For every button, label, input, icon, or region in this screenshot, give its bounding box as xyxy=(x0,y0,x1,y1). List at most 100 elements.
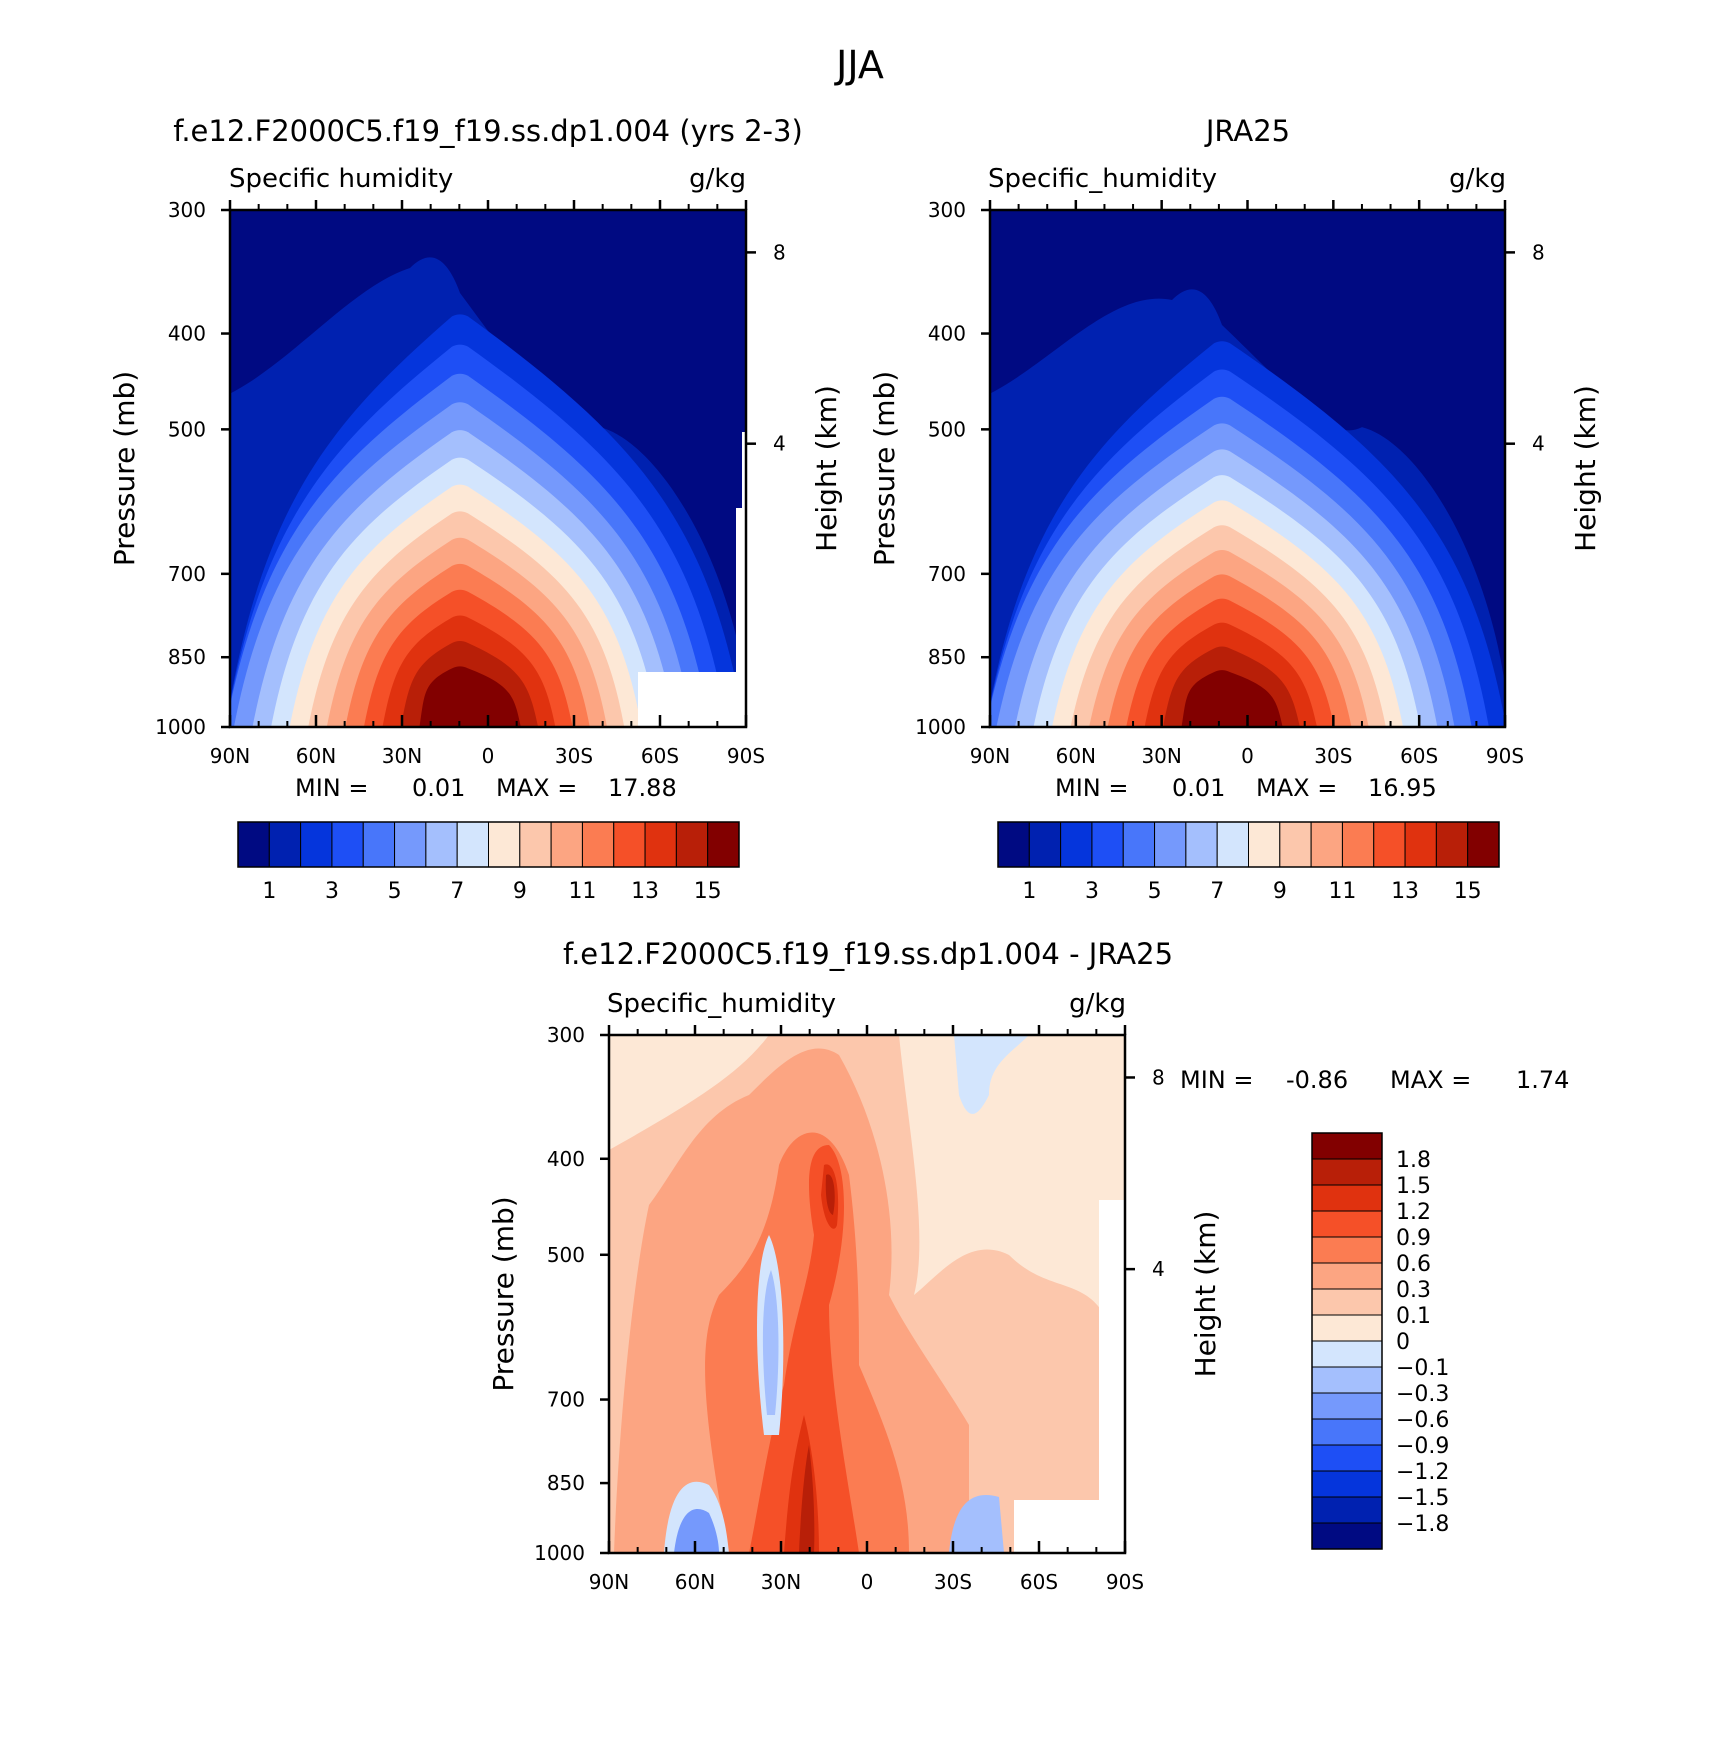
lat-tick-label: 30N xyxy=(1141,744,1181,768)
panel-model-min-value: 0.01 xyxy=(412,774,465,802)
colorbar-box-11 xyxy=(1341,821,1375,868)
diff-colorbar-box-1 xyxy=(1311,1158,1383,1186)
missing-data-region xyxy=(638,432,746,727)
colorbar-label: 3 xyxy=(1085,879,1099,904)
lat-tick-label: 90N xyxy=(970,744,1010,768)
colorbar-box-2 xyxy=(300,821,333,868)
colorbar-label: 13 xyxy=(1391,879,1419,904)
diff-colorbar-box-0 xyxy=(1311,1132,1383,1160)
colorbar-box-4 xyxy=(1122,821,1156,868)
diff-colorbar-box-9 xyxy=(1311,1366,1383,1394)
panel-diff-units: g/kg xyxy=(1069,989,1126,1019)
panel-obs-title: JRA25 xyxy=(1204,114,1290,148)
diff-colorbar-label: −0.9 xyxy=(1396,1434,1449,1459)
panel-model-title: f.e12.F2000C5.f19_f19.ss.dp1.004 (yrs 2-… xyxy=(173,114,803,148)
diff-band-1.2 xyxy=(784,1164,839,1553)
panel-model-contours xyxy=(230,210,746,727)
panel-obs-max-label: MAX = xyxy=(1256,774,1337,802)
colorbar-box-5 xyxy=(394,821,427,868)
panel-obs-units: g/kg xyxy=(1449,164,1506,194)
diff-colorbar-frame xyxy=(1311,1132,1383,1550)
colorbar-box-14 xyxy=(1435,821,1469,868)
panel-diff-contours xyxy=(609,1035,1125,1553)
missing-data-region xyxy=(736,508,746,727)
diff-colorbar-box-3 xyxy=(1311,1210,1383,1238)
diff-colorbar-box-10 xyxy=(1311,1392,1383,1420)
colorbar-label: 1 xyxy=(1022,879,1036,904)
diff-colorbar-box-15 xyxy=(1311,1522,1383,1550)
colorbar-label: 9 xyxy=(513,879,527,904)
colorbar-label: 1 xyxy=(262,879,276,904)
colorbar-label: 7 xyxy=(1210,879,1224,904)
y2-axis-label: Height (km) xyxy=(1189,1211,1222,1378)
panel-obs-contours xyxy=(990,210,1505,727)
lat-tick-label: 30S xyxy=(1314,744,1352,768)
colorbar-box-0 xyxy=(237,821,270,868)
colorbar-box-12 xyxy=(1373,821,1406,868)
lat-tick-label: 60S xyxy=(1020,1570,1058,1594)
diff-colorbar-label: −0.3 xyxy=(1396,1382,1449,1407)
panel-model-colorbar: 1 3 5 7 9 11 13 15 xyxy=(237,821,740,904)
pressure-tick-label: 700 xyxy=(547,1388,585,1412)
diff-colorbar-box-13 xyxy=(1311,1470,1383,1498)
colorbar-box-3 xyxy=(331,821,364,868)
pressure-tick-label: 500 xyxy=(928,417,966,441)
height-tick-label: 4 xyxy=(1532,432,1545,456)
panel-diff-colorbar: 1.81.51.20.90.60.30.10−0.1−0.3−0.6−0.9−1… xyxy=(1311,1132,1449,1550)
colorbar-box-15 xyxy=(707,821,740,868)
colorbar-label: 3 xyxy=(325,879,339,904)
missing-data-region xyxy=(1014,1200,1125,1553)
diff-colorbar-label: 1.2 xyxy=(1396,1200,1431,1225)
lat-tick-label: 30N xyxy=(761,1570,801,1594)
diff-colorbar-box-5 xyxy=(1311,1262,1383,1290)
diff-band-0.9 xyxy=(749,1145,859,1553)
lat-tick-label: 60S xyxy=(641,744,679,768)
panel-obs-colorbar: 1 3 5 7 9 11 13 15 xyxy=(997,821,1500,904)
colorbar-box-9 xyxy=(1279,821,1312,868)
diff-band-neg-top xyxy=(954,1035,1029,1114)
panel-diff-min-label: MIN = xyxy=(1180,1066,1253,1094)
lat-tick-label: 90S xyxy=(727,744,765,768)
pressure-tick-label: 400 xyxy=(168,322,206,346)
colorbar-box-14 xyxy=(675,821,709,868)
panel-diff-variable: Specific_humidity xyxy=(607,989,836,1019)
lat-tick-label: 60N xyxy=(296,744,336,768)
lat-tick-label: 90S xyxy=(1486,744,1524,768)
panel-obs-axes: 300 400 500 700 850 1000 8 4 90N 60N 30N 0 30S 60S 90S… xyxy=(868,198,1602,768)
lat-tick-label: 0 xyxy=(861,1570,874,1594)
colorbar-box-4 xyxy=(362,821,396,868)
diff-colorbar-box-14 xyxy=(1311,1496,1383,1524)
y-axis-label: Pressure (mb) xyxy=(108,371,141,566)
colorbar-label: 15 xyxy=(1454,879,1482,904)
diff-colorbar-label: −0.6 xyxy=(1396,1408,1449,1433)
lat-tick-label: 60N xyxy=(675,1570,715,1594)
colorbar-box-0 xyxy=(997,821,1030,868)
panel-obs-max-value: 16.95 xyxy=(1368,774,1437,802)
lat-tick-label: 0 xyxy=(1241,744,1254,768)
colorbar-frame xyxy=(237,821,740,868)
diff-colorbar-label: 0.1 xyxy=(1396,1304,1431,1329)
pressure-tick-label: 400 xyxy=(928,322,966,346)
panel-diff-title: f.e12.F2000C5.f19_f19.ss.dp1.004 - JRA25 xyxy=(563,937,1173,971)
diff-colorbar-label: 0 xyxy=(1396,1330,1410,1355)
colorbar-box-6 xyxy=(425,821,458,868)
lat-tick-label: 0 xyxy=(482,744,495,768)
colorbar-label: 5 xyxy=(1148,879,1162,904)
colorbar-box-10 xyxy=(550,821,583,868)
pressure-tick-label: 300 xyxy=(168,198,206,222)
colorbar-label: 13 xyxy=(631,879,659,904)
colorbar-box-6 xyxy=(1185,821,1218,868)
diff-colorbar-box-8 xyxy=(1311,1340,1383,1368)
colorbar-box-13 xyxy=(644,821,677,868)
panel-diff: f.e12.F2000C5.f19_f19.ss.dp1.004 - JRA25… xyxy=(487,937,1569,1594)
panel-obs-min-label: MIN = xyxy=(1055,774,1128,802)
y-axis-label: Pressure (mb) xyxy=(487,1196,520,1391)
pressure-tick-label: 850 xyxy=(168,645,206,669)
contour-band-15 xyxy=(1181,670,1283,727)
diff-colorbar-label: 1.8 xyxy=(1396,1148,1431,1173)
pressure-tick-label: 300 xyxy=(547,1023,585,1047)
diff-colorbar-label: 0.6 xyxy=(1396,1252,1431,1277)
panel-model-axes: 300 400 500 700 850 1000 8 4 90N 60N 30N 0 30S 60S 90S… xyxy=(108,198,843,768)
diff-colorbar-box-2 xyxy=(1311,1184,1383,1212)
colorbar-box-15 xyxy=(1467,821,1500,868)
